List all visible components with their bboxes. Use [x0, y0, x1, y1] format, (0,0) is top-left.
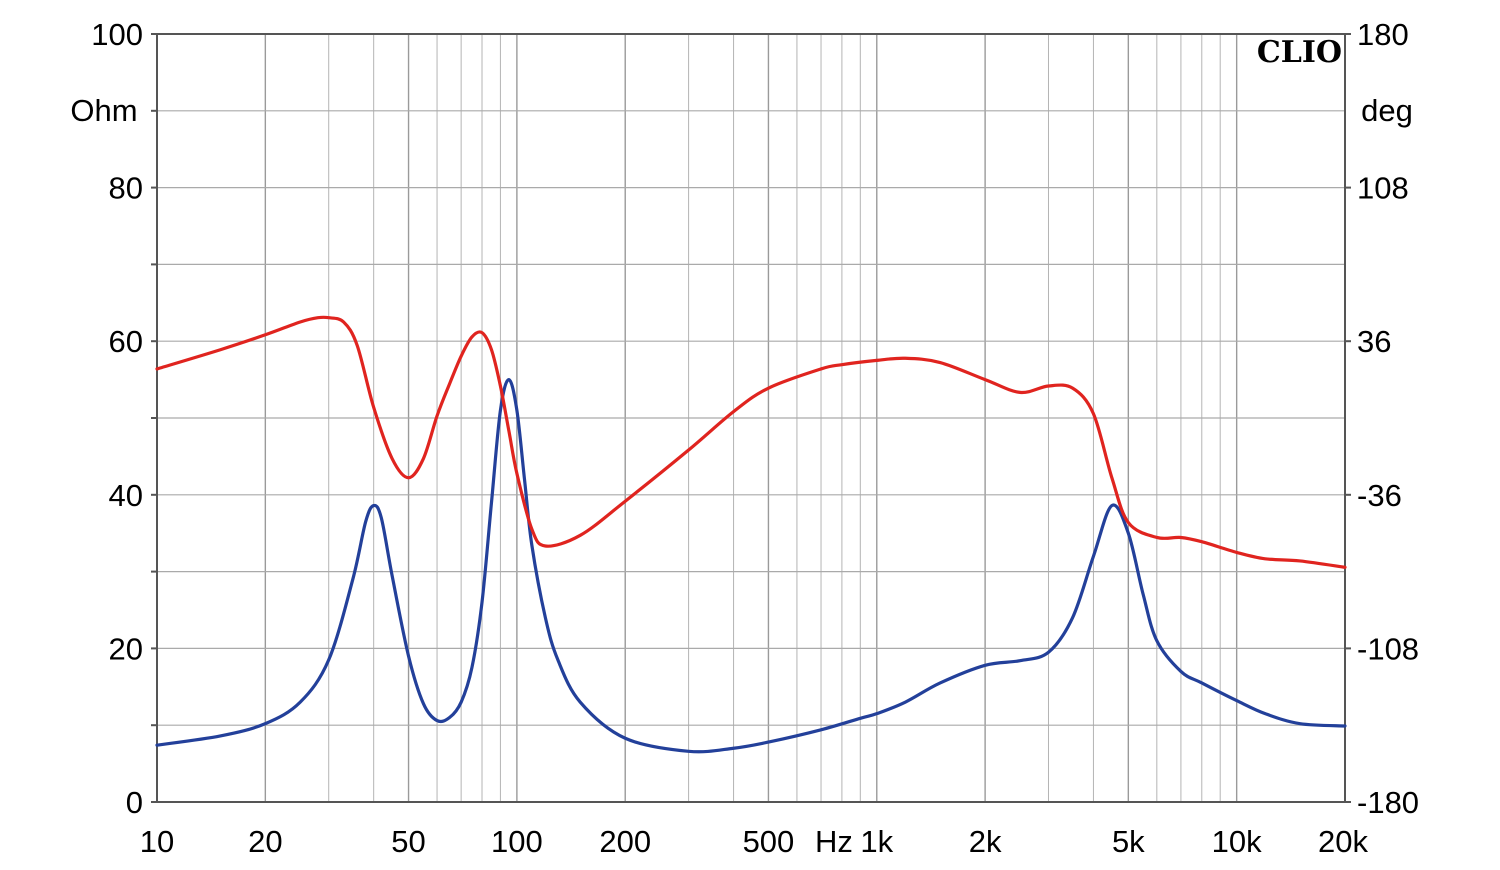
x-tick-label: 100 — [491, 824, 543, 859]
left-axis-ticks: 0 20 40 60 80 100 — [91, 17, 143, 820]
left-tick-label: 0 — [126, 785, 143, 820]
x-tick-label: 500 — [743, 824, 795, 859]
x-tick-label: 10 — [140, 824, 174, 859]
x-tick-label: 50 — [391, 824, 425, 859]
phase-curve — [155, 315, 1347, 569]
x-tick-label: 2k — [969, 824, 1002, 859]
x-tick-label: 200 — [599, 824, 651, 859]
right-tick-label: -36 — [1357, 478, 1402, 513]
left-tick-label: 40 — [109, 478, 143, 513]
right-axis-label: deg — [1361, 93, 1413, 128]
series-layer — [155, 315, 1347, 754]
plot-frame — [156, 33, 1346, 803]
x-tick-label: 1k — [860, 824, 893, 859]
x-tick-label: 5k — [1112, 824, 1145, 859]
right-tick-label: 36 — [1357, 324, 1391, 359]
right-tick-label: -180 — [1357, 785, 1419, 820]
impedance-curve — [155, 378, 1347, 754]
left-tick-label: 60 — [109, 324, 143, 359]
x-axis-ticks: 10 20 50 100 200 500 1k 2k 5k 10k 20k — [140, 824, 1369, 859]
right-tick-label: 180 — [1357, 17, 1409, 52]
x-axis-unit-label: Hz — [815, 824, 853, 859]
left-tick-label: 100 — [91, 17, 143, 52]
right-tick-label: 108 — [1357, 171, 1409, 206]
x-tick-label: 20k — [1318, 824, 1368, 859]
x-tick-label: 20 — [248, 824, 282, 859]
right-axis-ticks: -180 -108 -36 36 108 180 — [1357, 17, 1419, 820]
x-tick-label: 10k — [1212, 824, 1262, 859]
right-tick-label: -108 — [1357, 631, 1419, 666]
left-axis-label: Ohm — [70, 93, 137, 128]
left-tick-label: 80 — [109, 171, 143, 206]
major-gridlines — [157, 34, 1345, 802]
left-tick-label: 20 — [109, 631, 143, 666]
clio-brand-label: CLIO — [1257, 35, 1342, 70]
